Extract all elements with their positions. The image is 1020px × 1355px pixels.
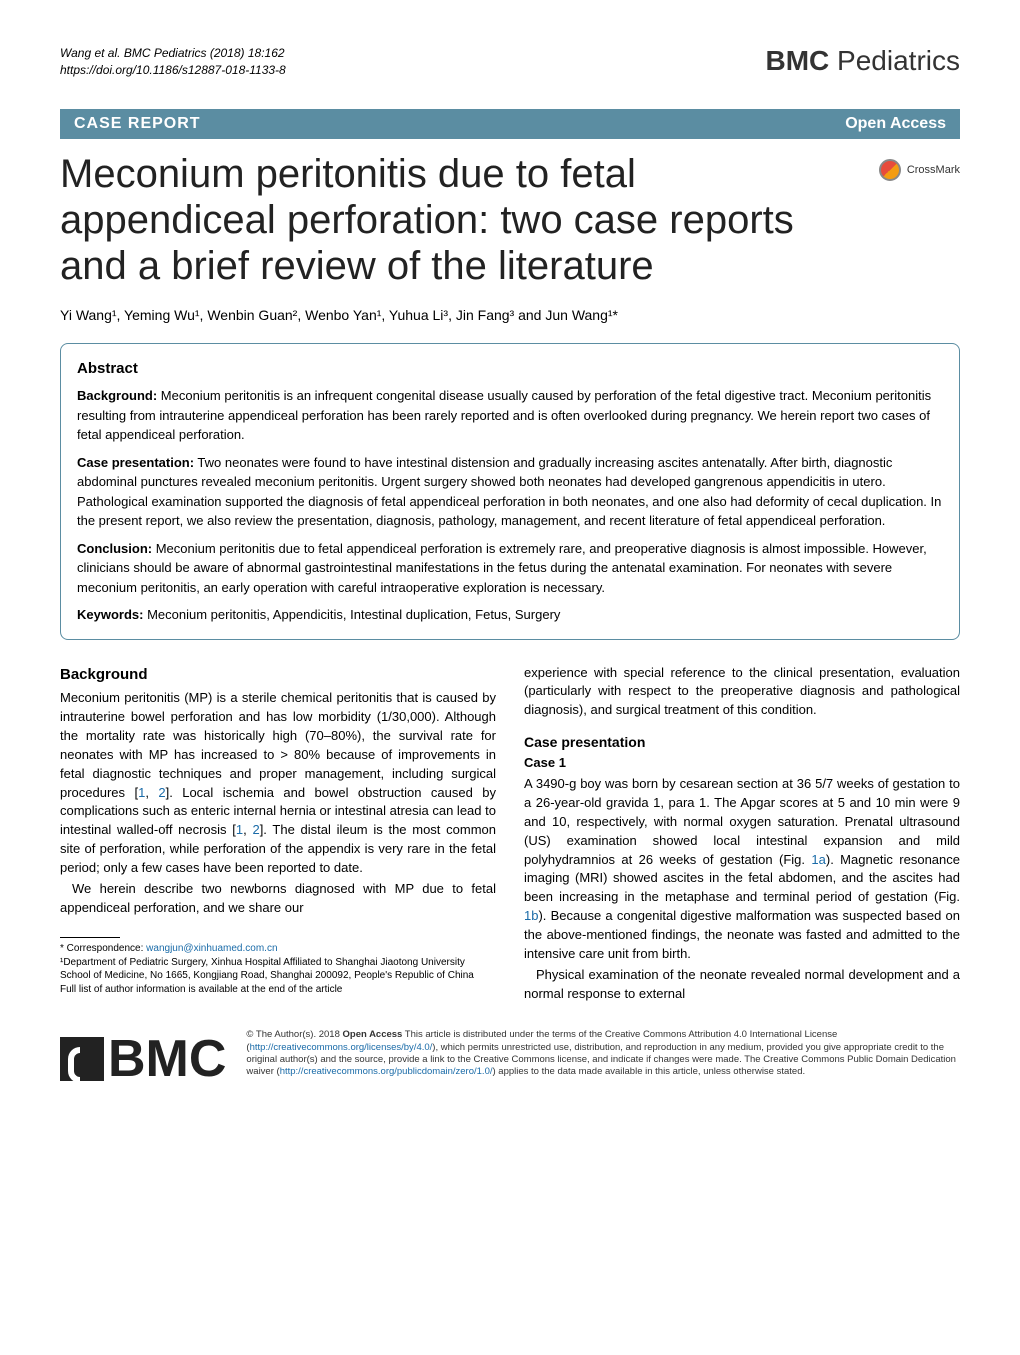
abstract-keywords: Keywords: Meconium peritonitis, Appendic… (77, 605, 943, 625)
title-block: Meconium peritonitis due to fetal append… (60, 151, 960, 289)
abstract-background: Background: Meconium peritonitis is an i… (77, 386, 943, 445)
case1-para1: A 3490-g boy was born by cesarean sectio… (524, 775, 960, 963)
bg-p1b: , (145, 785, 158, 800)
abstract-background-text: Meconium peritonitis is an infrequent co… (77, 388, 931, 442)
correspondence-block: * Correspondence: wangjun@xinhuamed.com.… (60, 942, 496, 996)
fig-link[interactable]: 1b (524, 908, 538, 923)
continuation-para: experience with special reference to the… (524, 664, 960, 721)
background-para2: We herein describe two newborns diagnose… (60, 880, 496, 918)
right-column: experience with special reference to the… (524, 664, 960, 1006)
crossmark-badge[interactable]: CrossMark (879, 159, 960, 181)
abstract-conclusion: Conclusion: Meconium peritonitis due to … (77, 539, 943, 598)
background-heading: Background (60, 664, 496, 686)
case1-heading: Case 1 (524, 754, 960, 773)
body-columns: Background Meconium peritonitis (MP) is … (60, 664, 960, 1006)
correspondence-label: * Correspondence: (60, 943, 146, 954)
abstract-keywords-label: Keywords: (77, 607, 143, 622)
bmc-logo-text: BMC (108, 1029, 226, 1089)
abstract-conclusion-text: Meconium peritonitis due to fetal append… (77, 541, 927, 595)
case1-para2: Physical examination of the neonate reve… (524, 966, 960, 1004)
journal-logo-bold: BMC (766, 45, 830, 76)
author-list: Yi Wang¹, Yeming Wu¹, Wenbin Guan², Wenb… (60, 307, 960, 323)
page-footer: BMC © The Author(s). 2018 Open Access Th… (60, 1021, 960, 1089)
license-p1: © The Author(s). 2018 (246, 1029, 342, 1040)
category-bar: CASE REPORT Open Access (60, 109, 960, 139)
page-header: Wang et al. BMC Pediatrics (2018) 18:162… (60, 45, 960, 79)
ref-link[interactable]: 2 (252, 822, 259, 837)
correspondence-divider (60, 937, 120, 938)
abstract-box: Abstract Background: Meconium peritoniti… (60, 343, 960, 640)
correspondence-email[interactable]: wangjun@xinhuamed.com.cn (146, 943, 277, 954)
abstract-case: Case presentation: Two neonates were fou… (77, 453, 943, 531)
license-url1[interactable]: http://creativecommons.org/licenses/by/4… (250, 1042, 433, 1053)
abstract-case-label: Case presentation: (77, 455, 194, 470)
bmc-logo-icon (60, 1037, 104, 1081)
citation-line1: Wang et al. BMC Pediatrics (2018) 18:162 (60, 45, 286, 62)
license-open-access: Open Access (343, 1029, 403, 1040)
ref-link[interactable]: 2 (158, 785, 165, 800)
background-para1: Meconium peritonitis (MP) is a sterile c… (60, 689, 496, 877)
citation-line2: https://doi.org/10.1186/s12887-018-1133-… (60, 62, 286, 79)
journal-logo-light: Pediatrics (829, 45, 960, 76)
case1-p2c: ). Because a congenital digestive malfor… (524, 908, 960, 961)
abstract-keywords-text: Meconium peritonitis, Appendicitis, Inte… (143, 607, 560, 622)
crossmark-icon (879, 159, 901, 181)
journal-logo: BMC Pediatrics (766, 45, 960, 77)
affiliation-note: Full list of author information is avail… (60, 984, 342, 995)
abstract-heading: Abstract (77, 358, 943, 381)
abstract-background-label: Background: (77, 388, 157, 403)
affiliation-1: ¹Department of Pediatric Surgery, Xinhua… (60, 957, 474, 982)
license-url2[interactable]: http://creativecommons.org/publicdomain/… (280, 1066, 493, 1077)
license-text: © The Author(s). 2018 Open Access This a… (246, 1029, 960, 1078)
case-presentation-heading: Case presentation (524, 732, 960, 752)
article-category: CASE REPORT (74, 115, 201, 133)
bg-p1a: Meconium peritonitis (MP) is a sterile c… (60, 690, 496, 799)
article-title: Meconium peritonitis due to fetal append… (60, 151, 859, 289)
crossmark-label: CrossMark (907, 164, 960, 176)
bmc-logo: BMC (60, 1029, 226, 1089)
fig-link[interactable]: 1a (811, 852, 825, 867)
abstract-conclusion-label: Conclusion: (77, 541, 152, 556)
license-p4: ) applies to the data made available in … (493, 1066, 806, 1077)
abstract-case-text: Two neonates were found to have intestin… (77, 455, 941, 529)
citation: Wang et al. BMC Pediatrics (2018) 18:162… (60, 45, 286, 79)
left-column: Background Meconium peritonitis (MP) is … (60, 664, 496, 1006)
open-access-label: Open Access (845, 115, 946, 133)
